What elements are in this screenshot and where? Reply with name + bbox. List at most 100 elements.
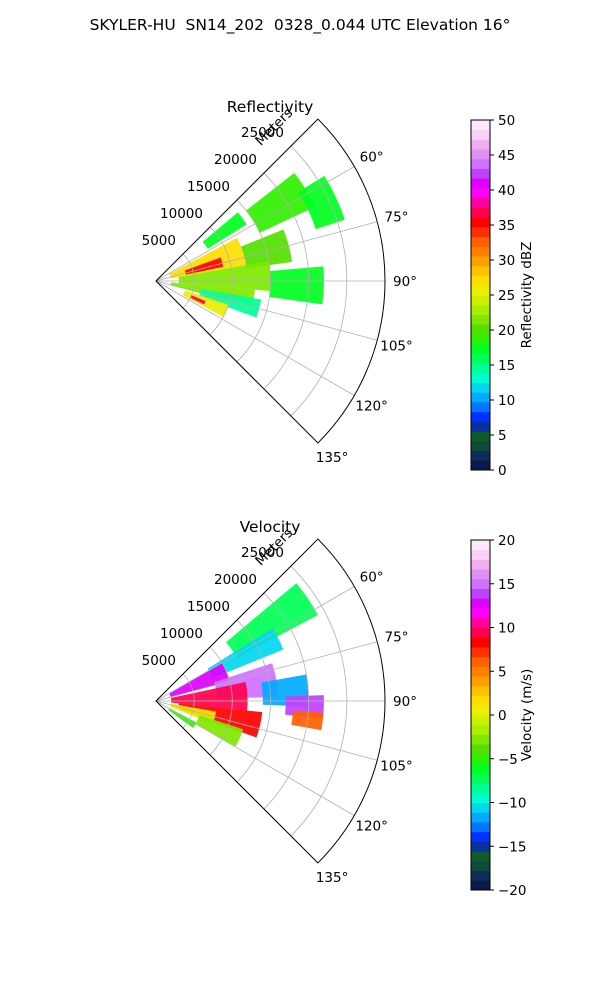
reflectivity-colorbar-swatch	[471, 149, 490, 160]
reflectivity-colorbar-tick-label: 50	[498, 113, 515, 129]
reflectivity-colorbar-swatch	[471, 178, 490, 189]
velocity-echo-region	[169, 662, 230, 698]
reflectivity-colorbar-tick-label: 35	[498, 218, 515, 234]
reflectivity-colorbar-tick-label: 45	[498, 148, 515, 164]
reflectivity-radial-tick-label: 20000	[214, 152, 257, 168]
reflectivity-colorbar-swatch	[471, 333, 490, 345]
reflectivity-colorbar-swatch	[471, 197, 490, 208]
velocity-echo-region	[170, 681, 248, 711]
velocity-colorbar-swatch	[471, 792, 490, 803]
reflectivity-colorbar-swatch	[471, 265, 490, 276]
reflectivity-colorbar-swatch	[471, 363, 490, 374]
reflectivity-colorbar-swatch	[471, 372, 490, 383]
velocity-echo-region	[207, 628, 284, 679]
velocity-colorbar-tick-label: −20	[498, 883, 527, 899]
velocity-colorbar-swatch	[471, 860, 490, 871]
velocity-colorbar-swatch	[471, 763, 490, 774]
reflectivity-colorbar-swatch	[471, 256, 490, 267]
reflectivity-colorbar-swatch	[471, 275, 490, 286]
velocity-colorbar-swatch	[471, 656, 490, 667]
velocity-echo-region	[226, 583, 318, 658]
velocity-angle-tick-label: 60°	[360, 570, 384, 586]
velocity-colorbar-swatch	[471, 724, 490, 735]
reflectivity-angle-tick-label: 90°	[393, 274, 417, 290]
velocity-colorbar-swatch	[471, 783, 490, 794]
reflectivity-colorbar-swatch	[471, 285, 490, 296]
velocity-grid-spoke	[155, 700, 378, 761]
velocity-colorbar-swatch	[471, 578, 490, 590]
velocity-angle-tick-label: 90°	[393, 694, 417, 710]
velocity-colorbar-swatch	[471, 608, 490, 619]
reflectivity-panel: Reflectivity500010000150002000025000Mete…	[142, 98, 535, 479]
reflectivity-radial-tick-label: 15000	[187, 179, 230, 195]
reflectivity-colorbar-label: Reflectivity dBZ	[519, 242, 535, 349]
reflectivity-sector-frame	[155, 118, 386, 444]
velocity-colorbar-swatch	[471, 802, 490, 813]
reflectivity-colorbar-swatch	[471, 304, 490, 315]
reflectivity-colorbar-swatch	[471, 353, 490, 364]
velocity-colorbar-swatch	[471, 773, 490, 784]
velocity-colorbar-swatch	[471, 627, 490, 638]
reflectivity-echo-region	[202, 212, 247, 249]
velocity-grid-spoke	[155, 641, 378, 702]
reflectivity-colorbar-swatch	[471, 314, 490, 325]
velocity-colorbar-tick-label: 0	[498, 708, 507, 724]
reflectivity-echo-region	[246, 172, 316, 233]
reflectivity-angle-tick-label: 105°	[380, 338, 413, 354]
velocity-colorbar-swatch	[471, 598, 490, 609]
velocity-colorbar-swatch	[471, 559, 490, 570]
velocity-radial-tick-label: 10000	[160, 626, 203, 642]
figure-suptitle: SKYLER-HU SN14_202 0328_0.044 UTC Elevat…	[89, 16, 511, 34]
reflectivity-colorbar-tick-label: 5	[498, 428, 507, 444]
velocity-echo-region	[168, 708, 197, 728]
velocity-colorbar-tick-label: 15	[498, 577, 515, 593]
reflectivity-echo-region	[190, 295, 206, 305]
reflectivity-colorbar-tick-label: 25	[498, 288, 515, 304]
reflectivity-colorbar-swatch	[471, 236, 490, 247]
velocity-colorbar-tick-label: −15	[498, 839, 527, 855]
velocity-colorbar-swatch	[471, 880, 490, 891]
reflectivity-colorbar-swatch	[471, 168, 490, 179]
velocity-colorbar-swatch	[471, 540, 490, 551]
reflectivity-colorbar-swatch	[471, 120, 490, 131]
reflectivity-colorbar-swatch	[471, 295, 490, 306]
velocity-colorbar-label: Velocity (m/s)	[519, 669, 535, 762]
reflectivity-echo-region	[169, 237, 247, 279]
velocity-colorbar-swatch	[471, 744, 490, 755]
velocity-angle-tick-label: 75°	[385, 630, 409, 646]
velocity-title: Velocity	[240, 518, 301, 536]
velocity-colorbar-tick-label: 5	[498, 664, 507, 680]
reflectivity-colorbar-swatch	[471, 217, 490, 228]
reflectivity-grid-spoke	[155, 221, 378, 282]
velocity-colorbar-swatch	[471, 685, 490, 696]
reflectivity-colorbar-tick-label: 20	[498, 323, 515, 339]
reflectivity-colorbar-swatch	[471, 392, 490, 403]
velocity-colorbar-swatch	[471, 705, 490, 716]
reflectivity-colorbar-swatch	[471, 226, 490, 238]
reflectivity-grid-spoke	[155, 280, 355, 396]
velocity-grid-spoke	[155, 700, 355, 816]
velocity-colorbar-swatch	[471, 812, 490, 823]
velocity-colorbar-swatch	[471, 841, 490, 852]
reflectivity-radial-tick-label: 25000	[241, 125, 284, 141]
velocity-radial-tick-label: 15000	[187, 599, 230, 615]
reflectivity-colorbar-swatch	[471, 440, 490, 451]
reflectivity-colorbar-swatch	[471, 207, 490, 218]
reflectivity-colorbar-tick-label: 10	[498, 393, 515, 409]
velocity-colorbar-swatch	[471, 715, 490, 726]
reflectivity-title: Reflectivity	[227, 98, 314, 116]
velocity-colorbar-swatch	[471, 831, 490, 842]
velocity-angle-tick-label: 120°	[355, 819, 388, 835]
velocity-colorbar-tick-label: 10	[498, 621, 515, 637]
reflectivity-colorbar-swatch	[471, 129, 490, 140]
reflectivity-colorbar-swatch	[471, 188, 490, 199]
velocity-colorbar-swatch	[471, 588, 490, 599]
velocity-angle-tick-label: 135°	[316, 870, 349, 886]
reflectivity-colorbar-swatch	[471, 343, 490, 354]
reflectivity-echo-region	[199, 288, 262, 318]
reflectivity-angle-tick-label: 75°	[385, 210, 409, 226]
reflectivity-colorbar-tick-label: 30	[498, 253, 515, 269]
velocity-grid-spoke	[155, 586, 355, 702]
